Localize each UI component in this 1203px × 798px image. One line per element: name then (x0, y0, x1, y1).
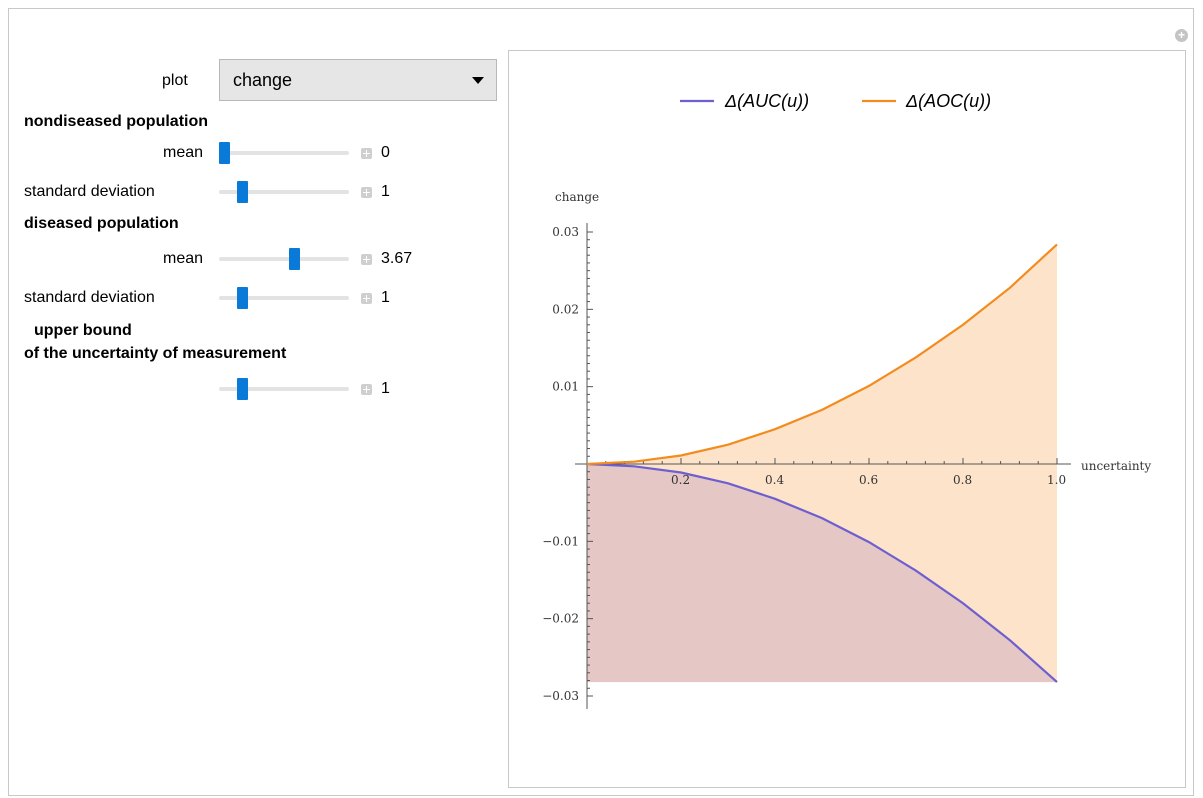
auc-series-line (586, 462, 1058, 683)
legend-auc-label: Δ(AUC(u)) (724, 91, 809, 111)
diseased-sd-plus-icon[interactable] (361, 293, 372, 304)
uncertainty-heading-line2: of the uncertainty of measurement (24, 345, 287, 362)
nondiseased-mean-value: 0 (381, 144, 390, 161)
y-tick-label: 0.03 (552, 225, 579, 239)
y-tick-label: 0.01 (552, 380, 579, 394)
x-axis-label: uncertainty (1081, 459, 1151, 473)
slider-track (219, 190, 349, 194)
legend: Δ(AUC(u)) Δ(AOC(u)) (680, 91, 991, 111)
nondiseased-mean-slider[interactable] (219, 142, 349, 164)
x-tick-label: 0.2 (671, 473, 690, 487)
diseased-heading: diseased population (24, 215, 179, 232)
uncertainty-value: 1 (381, 380, 390, 397)
slider-track (219, 257, 349, 261)
x-tick-label: 0.8 (953, 473, 972, 487)
auc-area-fill (587, 464, 1057, 683)
slider-thumb[interactable] (237, 378, 249, 400)
plot-panel: 0.2 0.4 0.6 0.8 1.0 0.03 0.02 0.01 −0.01 −0.02 −0.… (508, 50, 1186, 788)
x-tick-label: 1.0 (1047, 473, 1066, 487)
diseased-sd-value: 1 (381, 289, 390, 306)
nondiseased-sd-slider[interactable] (219, 181, 349, 203)
uncertainty-heading-line1: upper bound (34, 322, 132, 339)
nondiseased-sd-plus-icon[interactable] (361, 187, 372, 198)
aoc-series-line (586, 243, 1058, 466)
slider-thumb[interactable] (237, 181, 249, 203)
diseased-mean-label: mean (163, 250, 204, 267)
slider-thumb[interactable] (219, 142, 231, 164)
y-axis-label: change (555, 190, 599, 204)
expand-plus-icon[interactable]: + (1175, 29, 1188, 42)
plot-dropdown-value: change (233, 70, 293, 90)
diseased-mean-plus-icon[interactable] (361, 254, 372, 265)
slider-track (219, 296, 349, 300)
diseased-sd-slider[interactable] (219, 287, 349, 309)
y-tick-label: 0.02 (552, 302, 579, 316)
y-tick-label: −0.01 (542, 534, 579, 548)
nondiseased-heading: nondiseased population (24, 113, 209, 130)
chart-axes: 0.2 0.4 0.6 0.8 1.0 0.03 0.02 0.01 −0.01 −0.02 −0.… (542, 223, 1071, 709)
diseased-sd-label: standard deviation (24, 289, 155, 306)
uncertainty-slider[interactable] (219, 378, 349, 400)
slider-track (219, 151, 349, 155)
legend-aoc-label: Δ(AOC(u)) (905, 91, 991, 111)
diseased-mean-slider[interactable] (219, 248, 349, 270)
slider-thumb[interactable] (237, 287, 249, 309)
uncertainty-plus-icon[interactable] (361, 384, 372, 395)
dropdown-arrow-icon (472, 77, 484, 84)
change-chart: 0.2 0.4 0.6 0.8 1.0 0.03 0.02 0.01 −0.01 −0.02 −0.… (542, 91, 1151, 709)
nondiseased-sd-value: 1 (381, 183, 390, 200)
x-tick-label: 0.4 (765, 473, 784, 487)
plot-label: plot (162, 72, 188, 89)
diseased-mean-value: 3.67 (381, 250, 413, 267)
plot-dropdown[interactable]: change (219, 59, 497, 101)
y-tick-label: −0.03 (542, 689, 579, 703)
nondiseased-sd-label: standard deviation (24, 183, 155, 200)
y-tick-label: −0.02 (542, 612, 579, 626)
slider-track (219, 387, 349, 391)
x-tick-label: 0.6 (859, 473, 878, 487)
aoc-area-fill (587, 244, 1057, 683)
slider-thumb[interactable] (289, 248, 301, 270)
nondiseased-mean-label: mean (163, 144, 204, 161)
nondiseased-mean-plus-icon[interactable] (361, 148, 372, 159)
